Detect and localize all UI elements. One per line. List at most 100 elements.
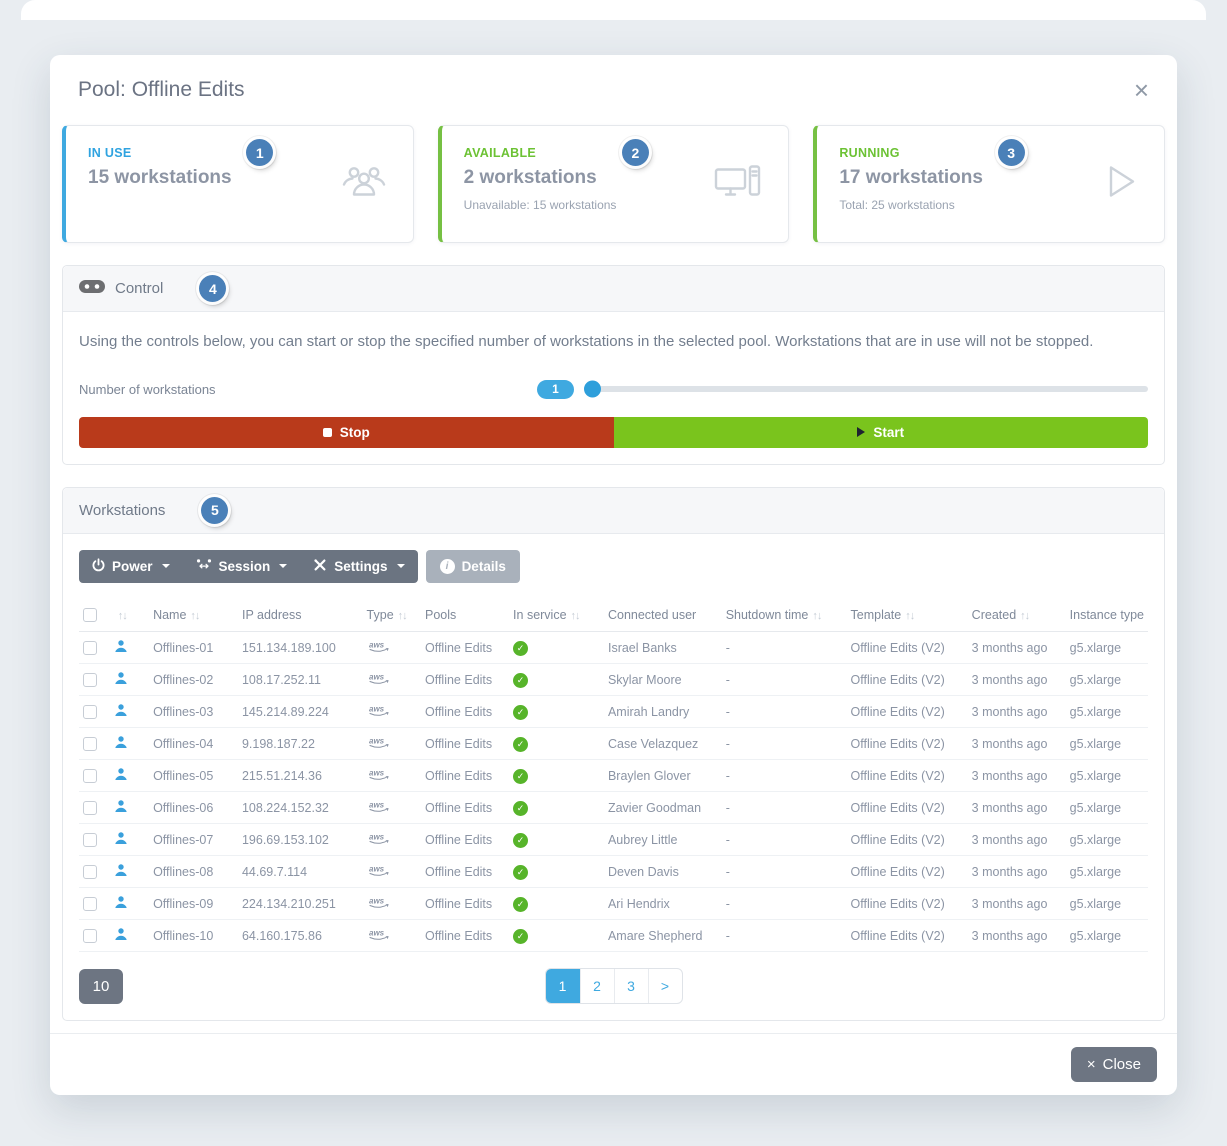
table-row[interactable]: Offlines-02 108.17.252.11 aws Offline Ed… [79,663,1148,697]
aws-icon: aws [367,897,391,912]
page-button-1[interactable]: 1 [545,969,580,1004]
row-checkbox[interactable] [83,801,97,816]
workstation-count-slider[interactable] [584,380,1148,398]
col-header-user-icon[interactable]: ↑↓ [109,598,150,633]
info-icon: i [439,558,455,574]
stat-card-value: 17 workstations [839,167,983,188]
svg-text:aws: aws [369,865,385,874]
aws-icon: aws [367,641,391,656]
session-dropdown-button[interactable]: Session [183,550,301,583]
row-checkbox[interactable] [83,929,97,944]
cell-name: Offlines-03 [149,695,238,729]
settings-button-label: Settings [334,558,388,574]
power-dropdown-button[interactable]: Power [79,550,183,583]
table-row[interactable]: Offlines-05 215.51.214.36 aws Offline Ed… [79,759,1148,793]
row-checkbox[interactable] [83,705,97,720]
stat-card-value: 15 workstations [88,167,232,188]
row-checkbox[interactable] [83,641,97,656]
cell-template: Offline Edits (V2) [846,887,968,921]
stop-icon [322,427,332,437]
aws-icon: aws [367,929,391,944]
cell-created: 3 months ago [967,695,1066,729]
row-checkbox[interactable] [83,865,97,880]
cell-template: Offline Edits (V2) [846,663,968,697]
cell-name: Offlines-04 [149,727,238,761]
cell-instance-type: g5.xlarge [1065,823,1148,857]
page-size-button[interactable]: 10 [79,968,123,1004]
svg-text:aws: aws [369,737,385,746]
cell-pools: Offline Edits [420,759,510,793]
pagination: 1 2 3 > [544,968,683,1005]
table-row[interactable]: Offlines-08 44.69.7.114 aws Offline Edit… [79,855,1148,889]
sort-icon[interactable]: ↑↓ [905,610,915,623]
sort-icon[interactable]: ↑↓ [1020,610,1030,623]
row-checkbox[interactable] [83,833,97,848]
svg-text:aws: aws [369,769,385,778]
cell-pools: Offline Edits [420,919,510,953]
aws-icon: aws [367,673,391,688]
table-row[interactable]: Offlines-03 145.214.89.224 aws Offline E… [79,695,1148,729]
user-icon [114,704,128,720]
table-header: ↑↓ Name ↑↓ IP address Type ↑↓ Pools In ser… [79,598,1148,633]
svg-text:aws: aws [369,833,385,842]
start-button[interactable]: Start [613,416,1148,448]
check-icon: ✓ [513,928,529,944]
col-header-name[interactable]: Name ↑↓ [149,598,238,633]
cell-instance-type: g5.xlarge [1065,759,1148,793]
cell-shutdown-time: - [721,663,847,697]
table-row[interactable]: Offlines-04 9.198.187.22 aws Offline Edi… [79,727,1148,761]
sort-icon[interactable]: ↑↓ [570,610,581,623]
row-checkbox[interactable] [83,769,97,784]
cell-ip-address: 108.17.252.11 [237,663,363,697]
cell-pools: Offline Edits [420,823,510,857]
sort-icon[interactable]: ↑↓ [117,610,128,623]
slider-value-pill: 1 [537,379,574,399]
table-row[interactable]: Offlines-01 151.134.189.100 aws Offline … [79,631,1148,665]
workstations-section: Workstations 5 Power [62,486,1165,1022]
close-button[interactable]: × Close [1070,1047,1157,1082]
table-row[interactable]: Offlines-09 224.134.210.251 aws Offline … [79,887,1148,921]
user-icon [114,800,128,816]
slider-handle[interactable] [584,380,601,398]
row-checkbox[interactable] [83,897,97,912]
cell-name: Offlines-09 [149,887,238,921]
table-row[interactable]: Offlines-10 64.160.175.86 aws Offline Ed… [79,919,1148,953]
col-header-created[interactable]: Created ↑↓ [967,598,1066,633]
tour-step-badge-5: 5 [201,496,229,524]
page-button-3[interactable]: 3 [613,969,648,1004]
col-header-connected-user: Connected user [603,598,722,633]
user-icon [114,736,128,752]
sort-icon[interactable]: ↑↓ [397,610,408,623]
row-checkbox[interactable] [83,673,97,688]
cell-template: Offline Edits (V2) [846,791,968,825]
table-row[interactable]: Offlines-06 108.224.152.32 aws Offline E… [79,791,1148,825]
col-header-shutdown-time[interactable]: Shutdown time ↑↓ [721,598,847,633]
col-header-ip: IP address [237,598,363,633]
control-section-title: Control [115,280,164,297]
select-all-checkbox[interactable] [83,608,97,623]
col-header-template[interactable]: Template ↑↓ [846,598,968,633]
user-icon [114,832,128,848]
users-icon [341,164,387,205]
aws-icon: aws [367,801,391,816]
select-all-header [79,598,110,633]
control-description: Using the controls below, you can start … [79,333,1094,350]
aws-icon: aws [367,833,391,848]
stop-button[interactable]: Stop [79,416,614,448]
row-checkbox[interactable] [83,737,97,752]
details-button[interactable]: i Details [425,549,520,583]
close-icon[interactable]: × [1133,75,1149,105]
cell-connected-user: Skylar Moore [603,663,722,697]
sort-icon[interactable]: ↑↓ [190,610,200,623]
col-header-type[interactable]: Type ↑↓ [362,598,421,633]
check-icon: ✓ [513,736,529,752]
settings-dropdown-button[interactable]: Settings [300,550,417,583]
page-next-button[interactable]: > [647,969,682,1004]
table-row[interactable]: Offlines-07 196.69.153.102 aws Offline E… [79,823,1148,857]
sort-icon[interactable]: ↑↓ [812,610,822,623]
col-header-in-service[interactable]: In service ↑↓ [509,598,604,633]
cell-shutdown-time: - [721,695,847,729]
cell-connected-user: Braylen Glover [603,759,722,793]
page-button-2[interactable]: 2 [579,969,614,1004]
pool-modal: Pool: Offline Edits × IN USE 15 workstat… [50,55,1177,1095]
